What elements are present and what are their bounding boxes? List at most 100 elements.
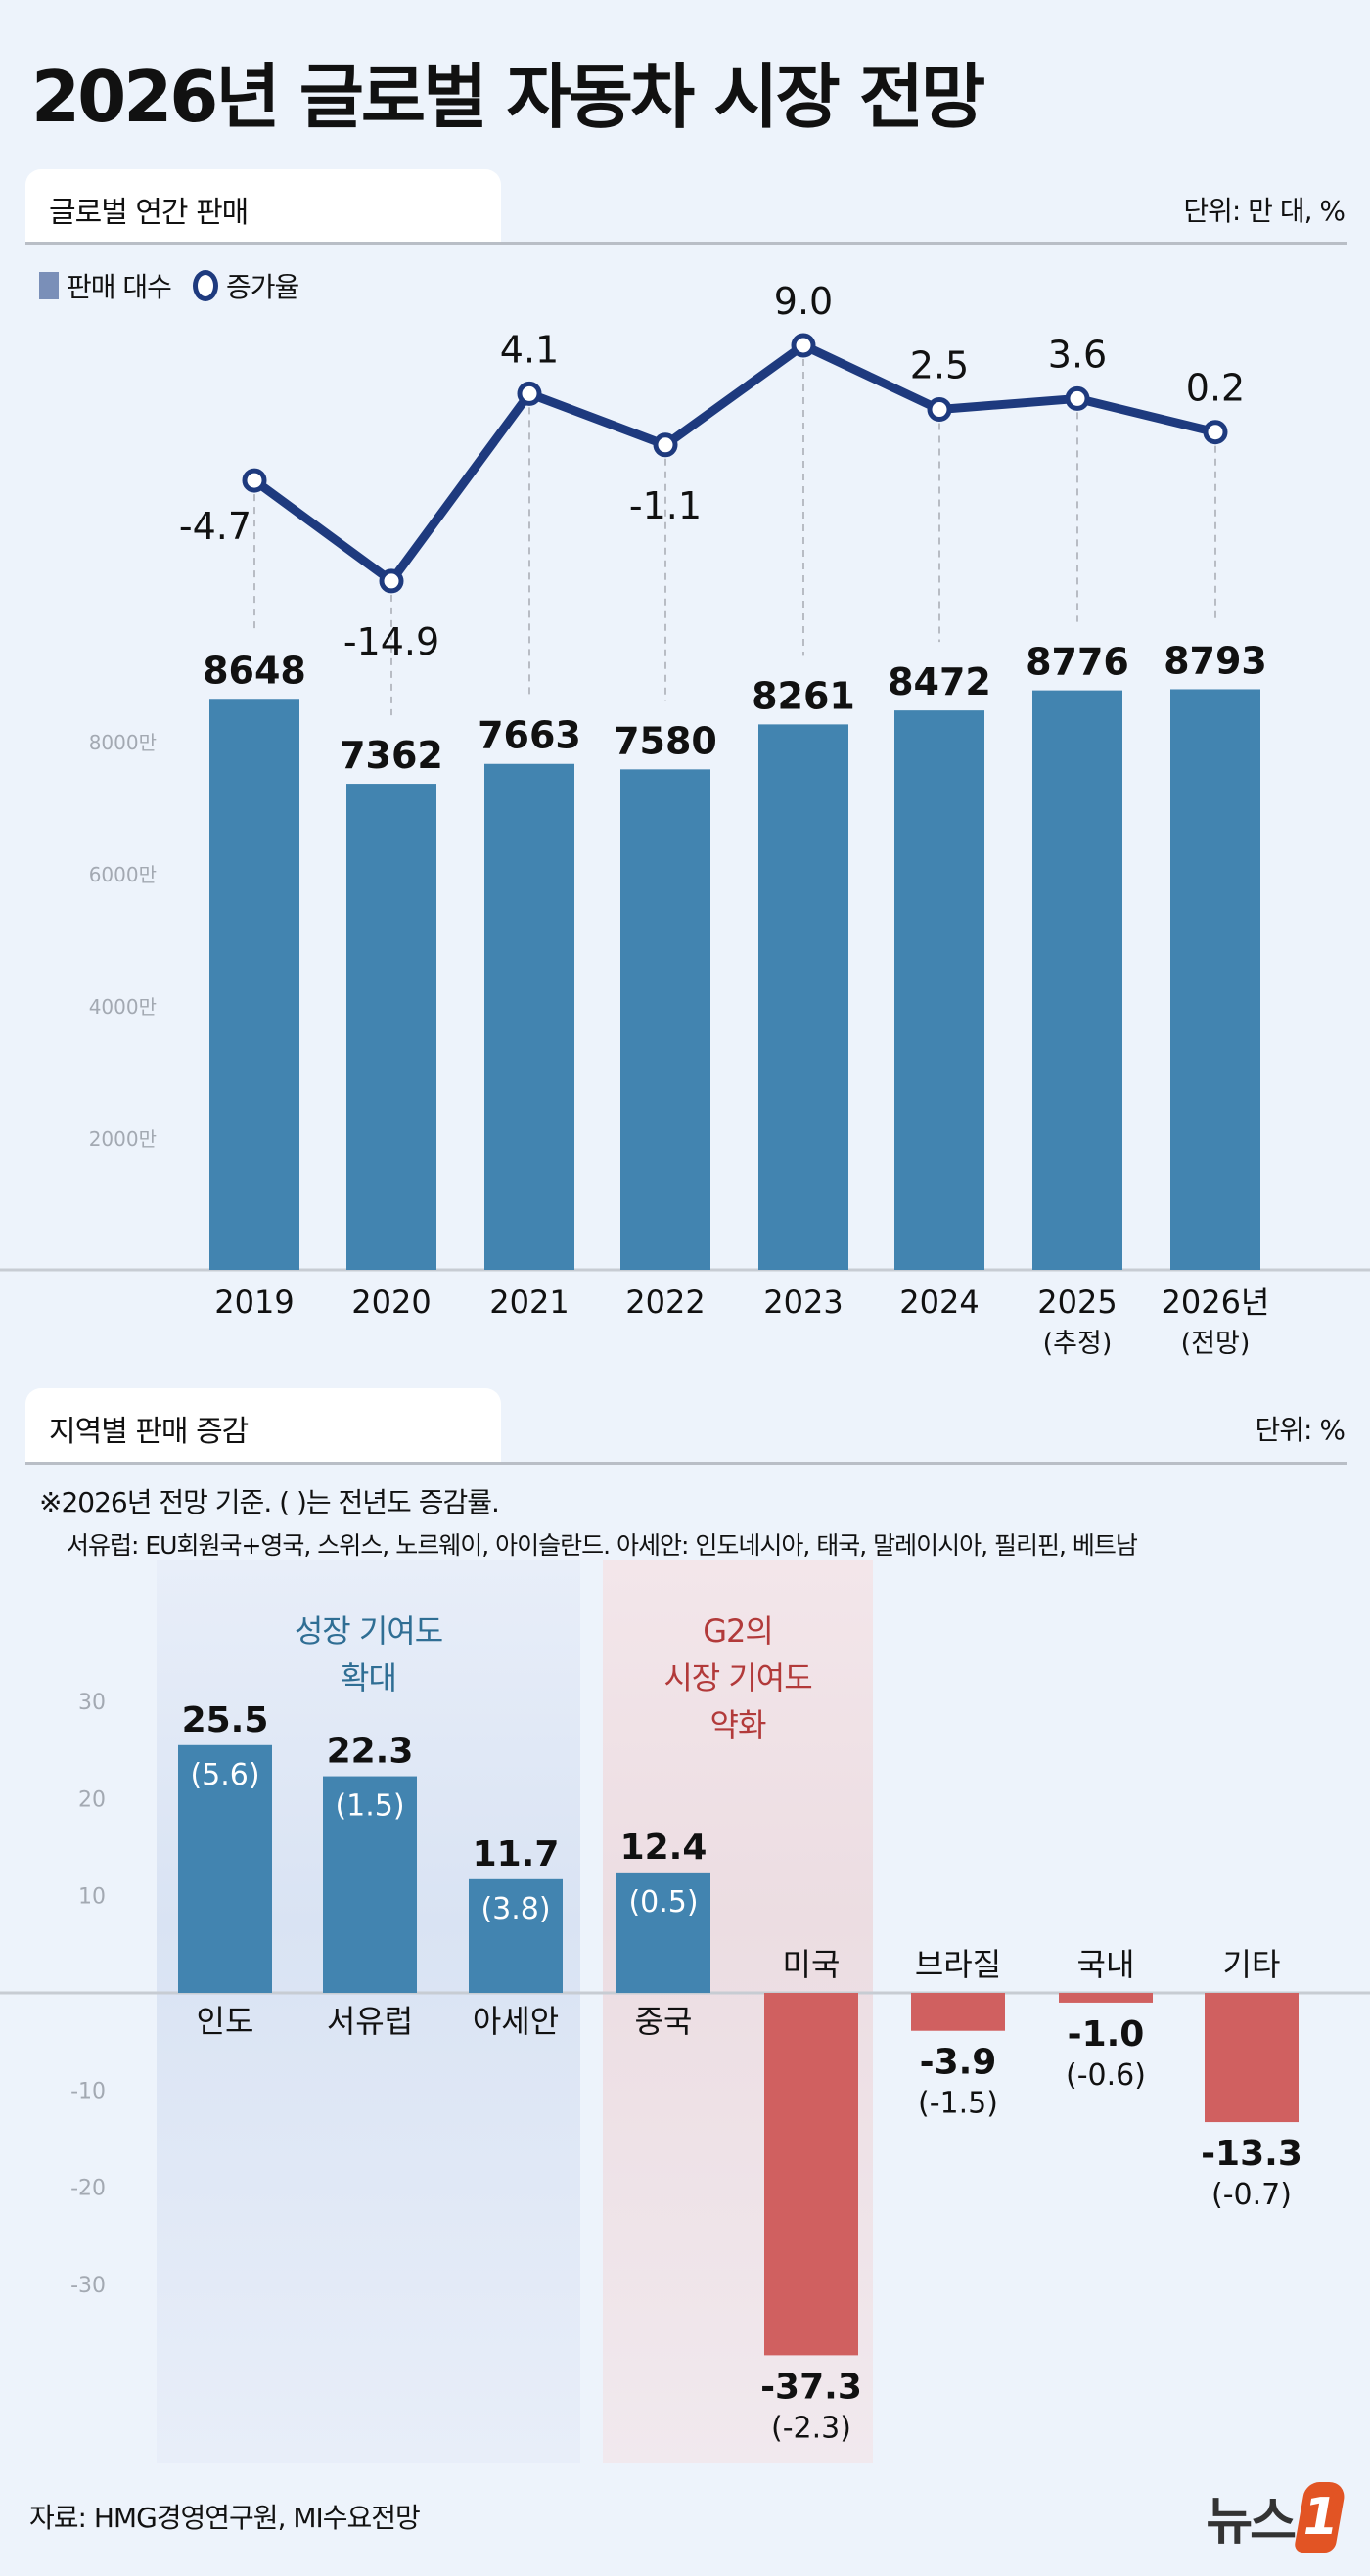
sales-bar bbox=[758, 724, 848, 1270]
sales-bar bbox=[209, 699, 299, 1270]
growth-rate-point bbox=[1203, 420, 1228, 445]
region-value-label: 25.5 bbox=[182, 1700, 269, 1740]
region-label: 아세안 bbox=[473, 2003, 559, 2040]
x-tick-label: 2022 bbox=[625, 1284, 705, 1321]
x-tick-label: 2019 bbox=[214, 1284, 294, 1321]
growth-rate-label: -1.1 bbox=[629, 484, 702, 527]
footnote: ※2026년 전망 기준. ( )는 전년도 증감률. bbox=[39, 1486, 500, 1518]
y-tick-label: 4000만 bbox=[89, 995, 157, 1018]
prior-year-label: (-1.5) bbox=[918, 2087, 998, 2121]
y-tick-label: 8000만 bbox=[89, 731, 157, 754]
region-value-label: -1.0 bbox=[1068, 2014, 1145, 2055]
section1-divider bbox=[25, 242, 1347, 245]
growth-rate-label: -4.7 bbox=[179, 505, 251, 548]
growth-rate-point bbox=[242, 468, 267, 493]
x-tick-label: 2020 bbox=[351, 1284, 431, 1321]
region-label: 미국 bbox=[783, 1946, 841, 1983]
growth-rate-label: -14.9 bbox=[343, 620, 439, 663]
region-definition-note: 서유럽: EU회원국+영국, 스위스, 노르웨이, 아이슬란드. 아세안: 인도… bbox=[67, 1531, 1138, 1559]
x-tick-label: 2026년 bbox=[1162, 1284, 1270, 1321]
source-credit: 자료: HMG경영연구원, MI수요전망 bbox=[29, 2502, 421, 2534]
region-value-label: -3.9 bbox=[920, 2043, 997, 2083]
sales-value-label: 7580 bbox=[614, 719, 717, 762]
legend: 판매 대수 증가율 bbox=[39, 266, 299, 305]
y-tick-label: 30 bbox=[78, 1691, 106, 1715]
page-title: 2026년 글로벌 자동차 시장 전망 bbox=[31, 56, 985, 138]
growth-rate-point bbox=[379, 568, 404, 594]
prior-year-label: (-0.6) bbox=[1066, 2058, 1146, 2093]
region-label: 브라질 bbox=[915, 1946, 1001, 1983]
sales-bar bbox=[1032, 690, 1122, 1270]
y-tick-label: 2000만 bbox=[89, 1127, 157, 1151]
prior-year-label: (-2.3) bbox=[771, 2411, 851, 2445]
sales-bar bbox=[620, 769, 710, 1270]
growth-rate-label: 2.5 bbox=[910, 344, 969, 387]
g2-band-label-line: 시장 기여도 bbox=[663, 1659, 812, 1696]
growth-rate-point bbox=[653, 432, 678, 458]
sales-value-label: 7362 bbox=[340, 734, 443, 777]
sales-value-label: 7663 bbox=[478, 714, 581, 757]
x-tick-label: 2025 bbox=[1037, 1284, 1117, 1321]
region-bar bbox=[178, 1744, 272, 1993]
region-value-label: -13.3 bbox=[1201, 2134, 1302, 2174]
g2-band-label: G2의 시장 기여도 약화 bbox=[603, 1607, 873, 1748]
g2-band-label-line: 약화 bbox=[709, 1706, 767, 1743]
section2-divider bbox=[25, 1462, 1347, 1465]
growth-rate-point bbox=[791, 333, 816, 358]
section1-unit: 단위: 만 대, % bbox=[1183, 195, 1346, 227]
section2-header-box bbox=[25, 1388, 501, 1463]
region-label: 인도 bbox=[197, 2003, 254, 2040]
x-tick-label: (추정) bbox=[1043, 1329, 1113, 1359]
sales-value-label: 8776 bbox=[1026, 641, 1129, 684]
legend-line-label: 증가율 bbox=[225, 271, 299, 303]
x-tick-label: (전망) bbox=[1181, 1329, 1251, 1359]
section2-title: 지역별 판매 증감 bbox=[49, 1415, 249, 1449]
region-bar bbox=[469, 1878, 563, 1993]
sales-bar bbox=[484, 763, 574, 1270]
bar-legend-swatch-icon bbox=[39, 272, 59, 299]
growth-rate-label: 3.6 bbox=[1048, 333, 1107, 376]
sales-bar bbox=[894, 710, 984, 1270]
y-tick-label: -10 bbox=[70, 2079, 106, 2103]
sales-value-label: 8648 bbox=[203, 649, 306, 692]
prior-year-label: (1.5) bbox=[335, 1789, 404, 1824]
region-label: 중국 bbox=[635, 2003, 693, 2040]
region-value-label: 22.3 bbox=[327, 1732, 414, 1772]
growth-rate-label: 4.1 bbox=[500, 328, 559, 371]
growth-rate-line bbox=[251, 340, 1217, 586]
region-bar bbox=[1059, 1993, 1153, 2003]
growth-rate-label: 0.2 bbox=[1186, 367, 1245, 410]
region-bar bbox=[911, 1993, 1005, 2031]
logo-text: 뉴스 bbox=[1206, 2493, 1297, 2552]
prior-year-label: (3.8) bbox=[480, 1892, 550, 1926]
region-label: 국내 bbox=[1077, 1946, 1135, 1983]
region-value-label: 11.7 bbox=[473, 1834, 560, 1875]
growth-rate-point bbox=[927, 397, 952, 423]
sales-bar bbox=[346, 784, 436, 1270]
x-tick-label: 2021 bbox=[489, 1284, 569, 1321]
y-tick-label: -30 bbox=[70, 2274, 106, 2298]
g2-band-label-line: G2의 bbox=[703, 1612, 774, 1650]
region-bar bbox=[323, 1776, 417, 1993]
growth-rate-point bbox=[517, 381, 542, 406]
section2-unit: 단위: % bbox=[1255, 1414, 1346, 1446]
growth-band-label-line: 성장 기여도 bbox=[294, 1612, 443, 1650]
y-tick-label: 10 bbox=[78, 1885, 106, 1910]
growth-band-label-line: 확대 bbox=[341, 1659, 397, 1696]
growth-band-label: 성장 기여도 확대 bbox=[157, 1607, 580, 1701]
prior-year-label: (-0.7) bbox=[1211, 2178, 1292, 2212]
y-tick-label: -20 bbox=[70, 2177, 106, 2201]
region-value-label: -37.3 bbox=[760, 2367, 862, 2407]
x-tick-label: 2024 bbox=[899, 1284, 979, 1321]
x-tick-label: 2023 bbox=[763, 1284, 843, 1321]
y-tick-label: 20 bbox=[78, 1787, 106, 1812]
prior-year-label: (0.5) bbox=[628, 1885, 698, 1920]
growth-contribution-band bbox=[157, 1560, 580, 2463]
region-bar bbox=[764, 1993, 858, 2356]
section1-title: 글로벌 연간 판매 bbox=[49, 196, 249, 230]
region-bar bbox=[1205, 1993, 1299, 2123]
news1-logo: 뉴스 1 bbox=[1206, 2480, 1347, 2553]
growth-rate-label: 9.0 bbox=[774, 280, 833, 323]
region-label: 기타 bbox=[1223, 1946, 1281, 1983]
section1-header-box bbox=[25, 169, 501, 244]
